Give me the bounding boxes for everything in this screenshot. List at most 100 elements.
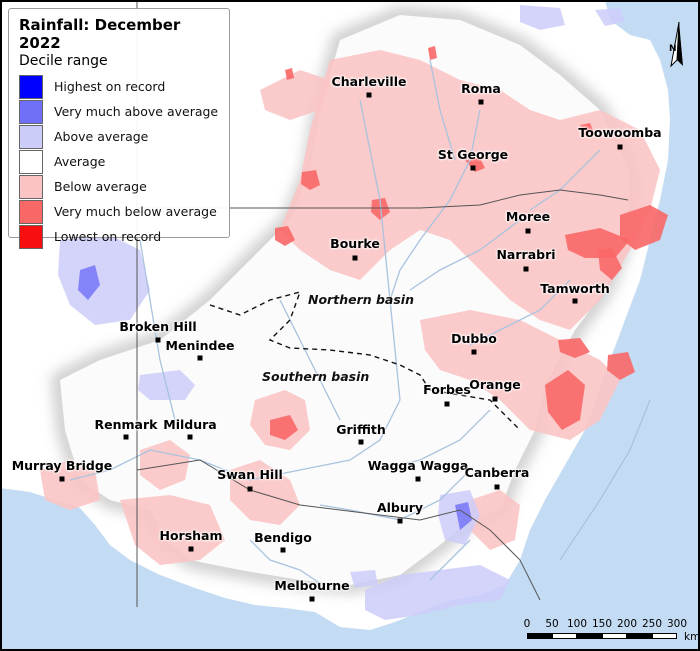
below-average-areas [40, 50, 660, 565]
scale-tick: 250 [641, 618, 663, 630]
legend-swatch [19, 99, 43, 124]
legend-label: Very much above average [54, 104, 219, 119]
legend-subtitle: Decile range [19, 53, 108, 69]
basin-label-northern: Northern basin [308, 292, 414, 307]
scale-tick: 100 [566, 618, 588, 630]
legend-swatch [19, 74, 43, 99]
city-marker [352, 255, 358, 261]
legend-label: Average [54, 154, 106, 169]
city-label-narrabri: Narrabri [496, 247, 556, 262]
city-marker [397, 518, 403, 524]
city-marker [523, 266, 529, 272]
city-label-broken-hill: Broken Hill [119, 319, 197, 334]
city-marker [155, 337, 161, 343]
legend-label: Very much below average [54, 204, 217, 219]
legend-label: Highest on record [54, 79, 166, 94]
city-marker [617, 144, 623, 150]
scale-tick: 50 [545, 618, 559, 630]
north-arrow-light-half [670, 21, 680, 68]
city-marker [309, 596, 315, 602]
north-arrow-label: N [669, 44, 677, 54]
above-average-areas [58, 5, 625, 620]
legend: Rainfall: December 2022 Decile range Hig… [8, 8, 230, 249]
city-marker [280, 547, 286, 553]
legend-label: Above average [54, 129, 149, 144]
city-marker [444, 401, 450, 407]
city-label-horsham: Horsham [159, 528, 223, 543]
city-marker [188, 546, 194, 552]
north-arrow-graphic [670, 21, 683, 68]
city-marker [358, 439, 364, 445]
city-marker [247, 486, 253, 492]
legend-swatch [19, 199, 43, 224]
scale-segment [577, 633, 602, 639]
scale-segment [552, 633, 577, 639]
city-marker [525, 228, 531, 234]
legend-swatch [19, 224, 43, 249]
city-label-canberra: Canberra [464, 465, 530, 480]
scale-unit: km [684, 631, 700, 643]
city-label-toowoomba: Toowoomba [578, 125, 662, 140]
city-label-swan-hill: Swan Hill [217, 467, 283, 482]
very-much-above-average-areas [78, 265, 472, 530]
very-much-below-average-areas [270, 46, 668, 440]
scale-segment [652, 633, 677, 639]
city-label-charleville: Charleville [331, 74, 407, 89]
city-label-st-george: St George [437, 147, 509, 162]
city-label-bourke: Bourke [330, 236, 380, 251]
city-label-mildura: Mildura [163, 417, 217, 432]
city-label-griffith: Griffith [336, 422, 386, 437]
scale-segment [602, 633, 627, 639]
north-arrow-icon: N [665, 20, 685, 70]
city-label-wagga-wagga: Wagga Wagga [367, 458, 469, 473]
legend-title: Rainfall: December 2022 [19, 16, 181, 52]
city-marker [572, 298, 578, 304]
city-marker [187, 434, 193, 440]
city-label-tamworth: Tamworth [540, 281, 610, 296]
legend-item-average: Average [19, 149, 219, 174]
city-label-dubbo: Dubbo [451, 331, 497, 346]
city-marker [471, 349, 477, 355]
city-marker [59, 476, 65, 482]
rivers [69, 59, 651, 591]
legend-label: Below average [54, 179, 147, 194]
city-label-menindee: Menindee [165, 338, 235, 353]
scale-tick: 150 [591, 618, 613, 630]
scale-tick: 300 [666, 618, 688, 630]
city-marker [366, 92, 372, 98]
city-marker [123, 434, 129, 440]
legend-item-below: Below average [19, 174, 219, 199]
legend-swatch [19, 174, 43, 199]
legend-item-lowest: Lowest on record [19, 224, 219, 249]
legend-item-above: Above average [19, 124, 219, 149]
city-label-albury: Albury [376, 500, 424, 515]
scale-bar: 0 50 100 150 200 250 300 km [522, 618, 700, 646]
city-label-roma: Roma [461, 81, 501, 96]
city-marker [415, 476, 421, 482]
scale-segment [527, 633, 552, 639]
basin-label-southern: Southern basin [262, 369, 370, 384]
city-label-murray-bridge: Murray Bridge [11, 458, 113, 473]
city-label-moree: Moree [505, 209, 551, 224]
legend-label: Lowest on record [54, 229, 162, 244]
city-label-bendigo: Bendigo [254, 530, 312, 545]
city-label-forbes: Forbes [423, 382, 471, 397]
city-marker [470, 165, 476, 171]
city-marker [494, 484, 500, 490]
basin-divide-line [209, 290, 521, 431]
city-marker [492, 396, 498, 402]
city-label-orange: Orange [469, 377, 521, 392]
city-label-melbourne: Melbourne [274, 578, 350, 593]
city-marker [197, 355, 203, 361]
scale-tick: 0 [523, 618, 531, 630]
legend-swatch [19, 149, 43, 174]
legend-item-highest: Highest on record [19, 74, 219, 99]
scale-tick: 200 [616, 618, 638, 630]
city-marker [478, 99, 484, 105]
legend-item-very-much-below: Very much below average [19, 199, 219, 224]
legend-item-very-much-above: Very much above average [19, 99, 219, 124]
scale-segment [627, 633, 652, 639]
